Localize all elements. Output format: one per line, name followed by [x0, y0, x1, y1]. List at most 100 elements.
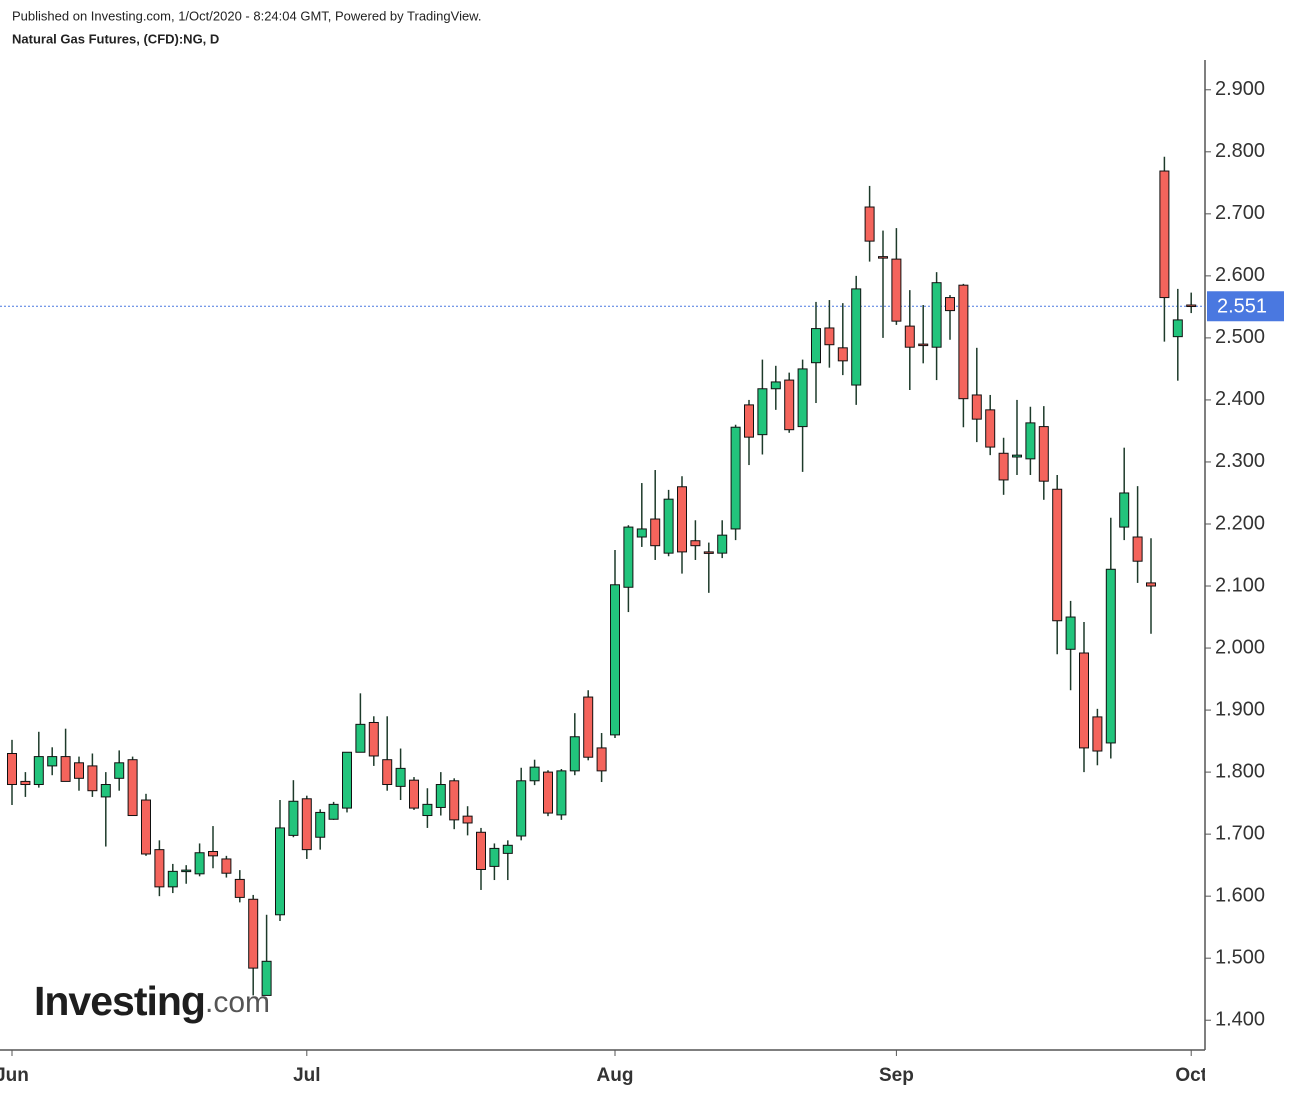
- x-tick-label: Sep: [879, 1065, 914, 1086]
- candle-body: [918, 343, 929, 347]
- candle-body: [435, 784, 446, 808]
- y-tick-label: 1.700: [1215, 822, 1265, 844]
- candle-body: [127, 759, 138, 817]
- candle-body: [878, 256, 888, 259]
- y-tick-label: 2.900: [1215, 78, 1265, 100]
- candle-body: [1065, 616, 1076, 650]
- y-tick-label: 1.900: [1215, 698, 1265, 720]
- candle-body: [904, 325, 915, 348]
- y-tick-label: 2.300: [1215, 450, 1265, 472]
- candle-body: [355, 723, 366, 753]
- candle-body: [770, 381, 781, 390]
- candle-body: [851, 288, 862, 386]
- candle-body: [141, 799, 151, 855]
- candle-body: [931, 282, 942, 348]
- candle-body: [784, 379, 795, 431]
- candle-body: [422, 803, 433, 817]
- candle-body: [395, 767, 406, 787]
- y-tick-label: 2.600: [1215, 264, 1265, 286]
- y-tick-label: 1.400: [1215, 1009, 1265, 1031]
- y-tick-label: 2.000: [1215, 636, 1265, 658]
- candle-body: [516, 780, 527, 837]
- y-tick-label: 2.700: [1215, 202, 1265, 224]
- candle-body: [74, 762, 84, 779]
- x-labels: Jun Jul Aug Sep Oct: [0, 1065, 1207, 1086]
- candle-body: [114, 762, 125, 779]
- last-price-label: 2.551: [1217, 296, 1267, 318]
- candle-body: [650, 518, 661, 547]
- candle-body: [636, 528, 647, 538]
- candle-body: [1119, 492, 1130, 528]
- candle-body: [33, 756, 44, 786]
- candle-body: [489, 847, 500, 867]
- candle-body: [181, 869, 192, 873]
- candle-body: [971, 394, 982, 420]
- candle-body: [100, 784, 111, 798]
- candle-body: [1132, 536, 1143, 562]
- candle-body: [1025, 422, 1036, 460]
- chart-title: Natural Gas Futures, (CFD):NG, D: [12, 31, 219, 46]
- candle-body: [234, 878, 245, 898]
- candle-body: [797, 368, 808, 428]
- x-tick-label: Oct: [1175, 1065, 1207, 1086]
- y-tick-label: 1.600: [1215, 884, 1265, 906]
- y-tick-label: 2.500: [1215, 326, 1265, 348]
- y-tick-label: 2.100: [1215, 574, 1265, 596]
- candle-body: [663, 498, 674, 554]
- candle-body: [87, 765, 98, 792]
- candle-body: [730, 426, 741, 530]
- candle-body: [569, 736, 580, 772]
- candle-body: [583, 696, 594, 758]
- candle-body: [1159, 170, 1170, 299]
- candle-body: [623, 526, 634, 588]
- logo: Investing.com: [34, 978, 270, 1024]
- candle-body: [998, 452, 1009, 481]
- candle-body: [1146, 582, 1156, 587]
- candle-body: [811, 328, 821, 364]
- candle-body: [47, 756, 58, 767]
- candle-body: [194, 852, 205, 875]
- candle-body: [717, 534, 728, 554]
- candle-body: [261, 960, 272, 996]
- candle-body: [556, 770, 567, 816]
- candle-body: [208, 851, 218, 857]
- candle-body: [502, 844, 513, 854]
- candle-body: [958, 284, 969, 400]
- candle-body: [7, 752, 17, 786]
- candle-body: [891, 258, 902, 322]
- y-tick-label: 1.500: [1215, 946, 1265, 968]
- y-tick-label: 1.800: [1215, 760, 1265, 782]
- candle-body: [690, 540, 701, 547]
- candle-body: [610, 584, 620, 736]
- candle-body: [462, 815, 473, 824]
- candle-body: [20, 780, 31, 786]
- candle-body: [703, 551, 714, 554]
- candle-body: [1186, 304, 1197, 308]
- x-tick-label: Jun: [0, 1065, 29, 1086]
- candle-body: [985, 409, 996, 448]
- candle-body: [529, 766, 540, 782]
- candle-body: [945, 297, 955, 312]
- candle-body: [301, 798, 312, 851]
- candle-body: [1038, 426, 1049, 482]
- candle-body: [154, 849, 165, 888]
- candle-body: [864, 206, 875, 242]
- candle-body: [60, 756, 71, 782]
- published-note: Published on Investing.com, 1/Oct/2020 -…: [12, 8, 481, 23]
- candle-body: [1079, 652, 1089, 749]
- candle-body: [315, 811, 326, 838]
- candle-body: [328, 803, 339, 820]
- candle-body: [677, 486, 687, 553]
- candle-body: [1092, 716, 1103, 752]
- candle-body: [275, 827, 285, 916]
- candle-body: [368, 721, 379, 757]
- x-tick-label: Aug: [597, 1065, 634, 1086]
- logo-brand: Investing: [34, 978, 205, 1024]
- candle-body: [757, 388, 768, 436]
- candle-body: [1052, 488, 1063, 622]
- candle-body: [167, 870, 178, 888]
- candle-body: [409, 779, 419, 809]
- candle-body: [288, 800, 299, 836]
- candle-body: [1012, 454, 1022, 458]
